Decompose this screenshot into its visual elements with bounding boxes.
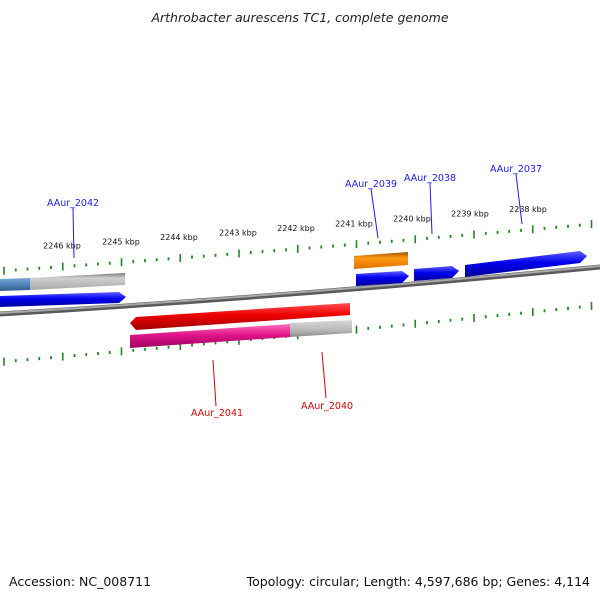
gene-arrow-red[interactable] bbox=[130, 303, 350, 330]
accession-text: Accession: NC_008711 bbox=[9, 574, 151, 589]
map-title: Arthrobacter aurescens TC1, complete gen… bbox=[150, 10, 448, 25]
gene-block-steel[interactable] bbox=[0, 278, 30, 291]
leader-line bbox=[370, 188, 379, 239]
scale-tick-label: 2240 kbp bbox=[393, 215, 431, 224]
gene-label-aaur-2039[interactable]: AAur_2039 bbox=[345, 179, 397, 190]
gene-arrow-blue[interactable] bbox=[465, 251, 587, 277]
leader-line bbox=[212, 359, 217, 407]
scale-tick-label: 2242 kbp bbox=[277, 224, 315, 233]
gene-label-aaur-2037[interactable]: AAur_2037 bbox=[490, 164, 542, 175]
scale-tick-label: 2238 kbp bbox=[509, 205, 547, 214]
gene-arrow-blue[interactable] bbox=[356, 271, 409, 286]
gene-block-pink[interactable] bbox=[130, 324, 290, 348]
scale-labels: 2246 kbp 2245 kbp 2244 kbp 2243 kbp 2242 kbp… bbox=[43, 205, 547, 251]
scale-tick-label: 2241 kbp bbox=[335, 219, 373, 228]
gene-label-aaur-2041[interactable]: AAur_2041 bbox=[191, 408, 243, 419]
gene-arrow-blue[interactable] bbox=[414, 266, 459, 281]
reverse-genes bbox=[130, 303, 352, 348]
chromosome-backbone-highlight bbox=[0, 265, 600, 314]
leader-line bbox=[515, 173, 523, 225]
leader-line bbox=[72, 207, 75, 259]
gene-block-grey[interactable] bbox=[30, 273, 125, 290]
scale-tick-label: 2245 kbp bbox=[102, 237, 140, 246]
gene-label-aaur-2040[interactable]: AAur_2040 bbox=[301, 401, 353, 412]
scale-tick-label: 2243 kbp bbox=[219, 229, 257, 238]
leader-line bbox=[321, 351, 327, 399]
gene-label-aaur-2038[interactable]: AAur_2038 bbox=[404, 173, 456, 184]
forward-tick-track bbox=[3, 220, 593, 275]
gene-block-orange[interactable] bbox=[354, 252, 408, 269]
genome-stats-text: Topology: circular; Length: 4,597,686 bp… bbox=[246, 574, 590, 589]
leader-line bbox=[429, 182, 433, 235]
scale-tick-label: 2246 kbp bbox=[43, 242, 81, 251]
scale-tick-label: 2244 kbp bbox=[160, 233, 198, 242]
scale-tick-label: 2239 kbp bbox=[451, 210, 489, 219]
gene-labels: AAur_2042 AAur_2039 AAur_2038 AAur_2037 … bbox=[47, 164, 542, 419]
forward-genes bbox=[0, 251, 587, 307]
gene-label-aaur-2042[interactable]: AAur_2042 bbox=[47, 198, 99, 209]
gene-block-grey[interactable] bbox=[290, 320, 352, 337]
gene-arrow-blue[interactable] bbox=[0, 292, 126, 307]
